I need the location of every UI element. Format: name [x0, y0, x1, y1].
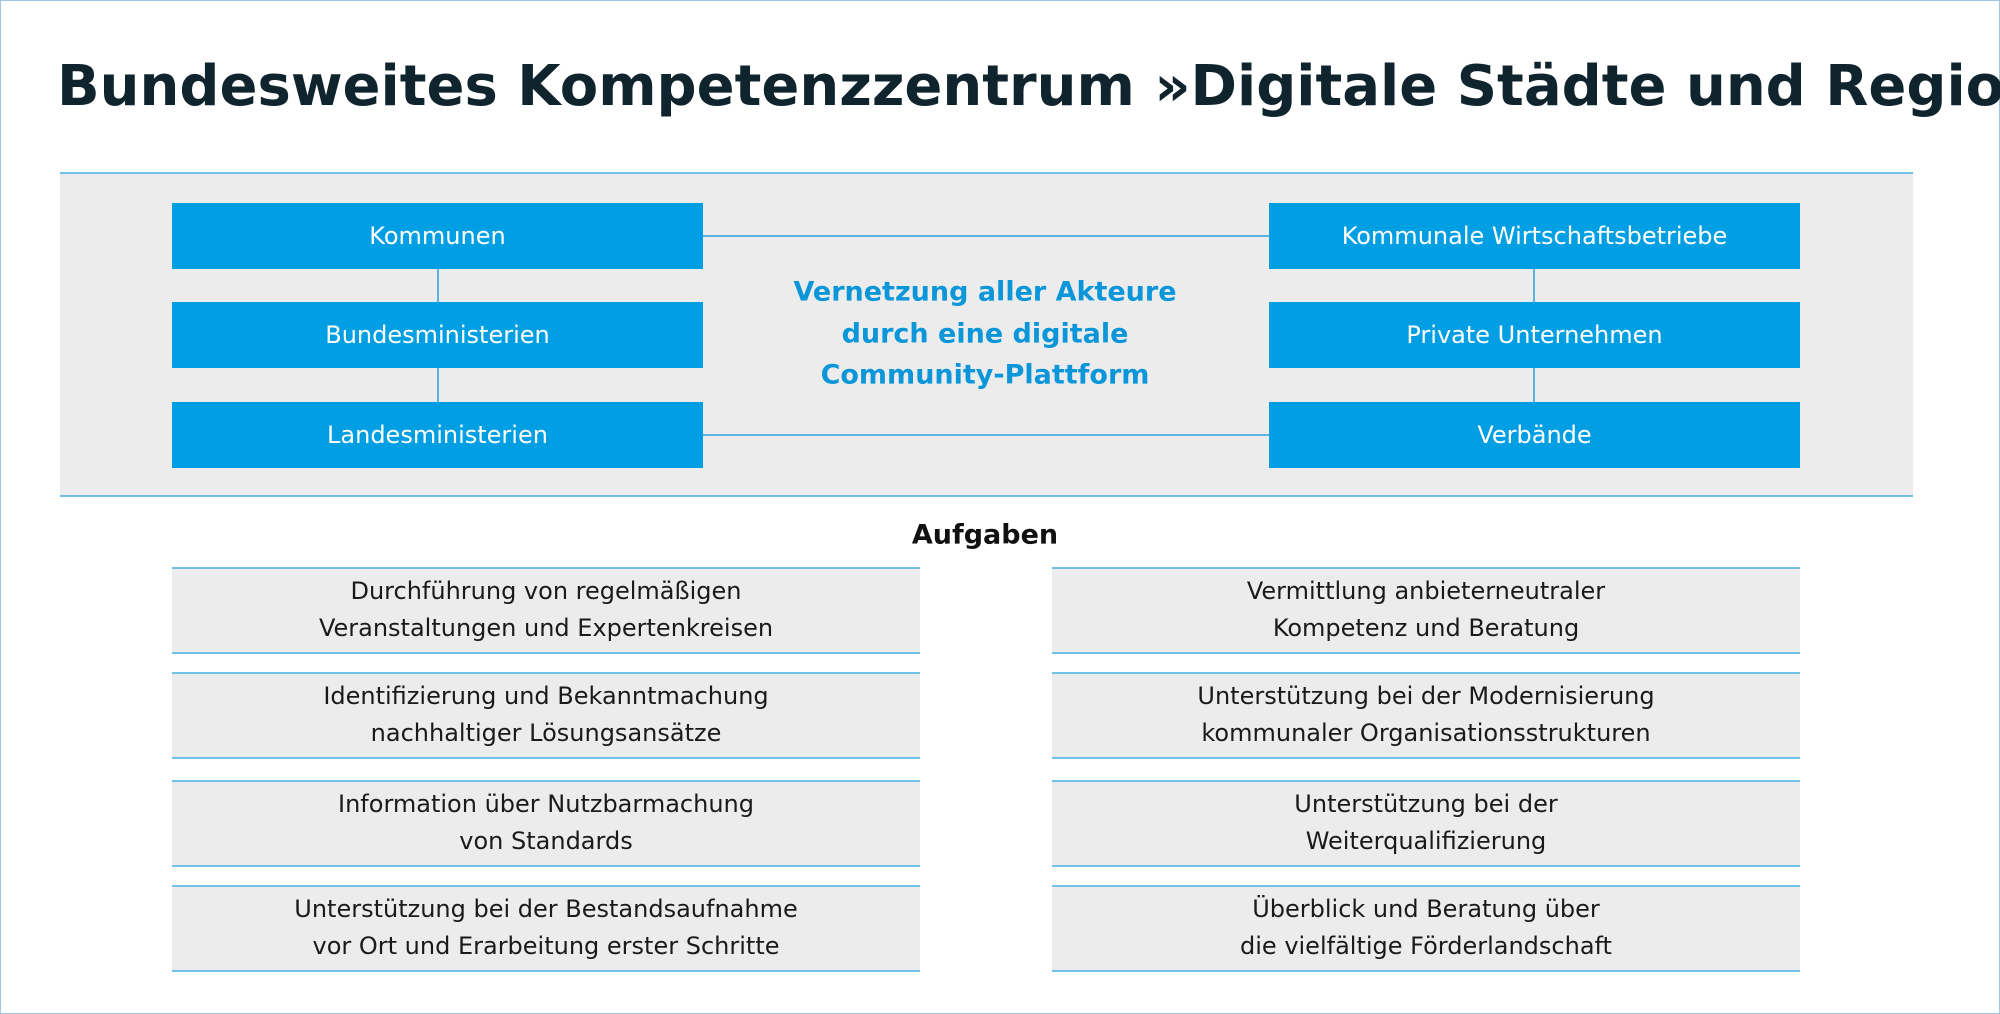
task-box	[1052, 886, 1800, 971]
actor-label: Landesministerien	[327, 421, 548, 449]
task-label: nachhaltiger Lösungsansätze	[371, 719, 722, 747]
actor-box	[1269, 302, 1800, 368]
actor-label: Bundesministerien	[325, 321, 550, 349]
task-label: vor Ort und Erarbeitung erster Schritte	[312, 932, 779, 960]
task-label: Vermittlung anbieterneutraler	[1247, 577, 1605, 605]
actor-label: Private Unternehmen	[1406, 321, 1662, 349]
title: Bundesweites Kompetenzzentrum »Digitale …	[57, 54, 2000, 119]
task-label: kommunaler Organisationsstrukturen	[1201, 719, 1650, 747]
task-box	[172, 781, 920, 866]
actor-box	[172, 203, 703, 269]
tasks-heading: Aufgaben	[912, 520, 1058, 551]
task-label: Veranstaltungen und Expertenkreisen	[319, 614, 773, 642]
task-label: Unterstützung bei der Bestandsaufnahme	[294, 895, 797, 923]
actor-box	[1269, 402, 1800, 468]
center-text: durch eine digitale	[842, 319, 1129, 350]
task-label: Durchführung von regelmäßigen	[350, 577, 741, 605]
task-box	[172, 673, 920, 758]
task-label: Überblick und Beratung über	[1252, 894, 1600, 923]
actor-label: Verbände	[1477, 421, 1591, 449]
task-label: Weiterqualifizierung	[1306, 827, 1547, 855]
center-text: Community-Plattform	[821, 360, 1150, 391]
actor-label: Kommunen	[369, 222, 505, 250]
task-label: Kompetenz und Beratung	[1273, 614, 1579, 642]
actor-box	[1269, 203, 1800, 269]
actor-label: Kommunale Wirtschaftsbetriebe	[1342, 222, 1728, 250]
task-label: die vielfältige Förderlandschaft	[1240, 932, 1612, 960]
task-box	[1052, 568, 1800, 653]
actor-box	[172, 402, 703, 468]
task-label: von Standards	[459, 827, 632, 855]
task-label: Unterstützung bei der	[1294, 790, 1558, 818]
task-box	[1052, 781, 1800, 866]
task-box	[172, 886, 920, 971]
actor-box	[172, 302, 703, 368]
task-label: Unterstützung bei der Modernisierung	[1197, 682, 1654, 710]
task-box	[172, 568, 920, 653]
task-box	[1052, 673, 1800, 758]
center-text: Vernetzung aller Akteure	[793, 277, 1176, 308]
task-label: Information über Nutzbarmachung	[338, 790, 754, 818]
task-label: Identifizierung und Bekanntmachung	[323, 682, 768, 710]
